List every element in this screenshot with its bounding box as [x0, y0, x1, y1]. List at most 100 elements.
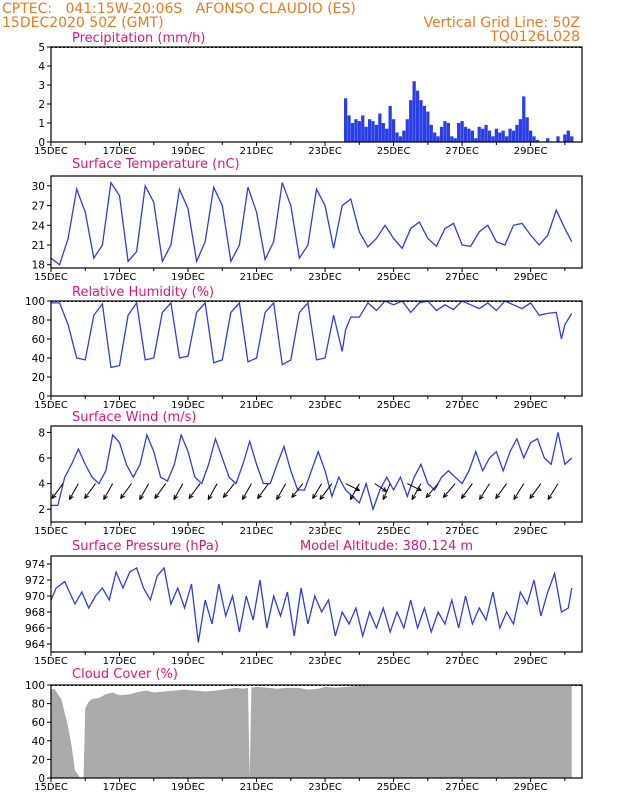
precip-bar: [470, 130, 475, 142]
wind-vector-head: [188, 493, 194, 500]
precip-bar: [347, 115, 351, 142]
precip-bar: [511, 130, 516, 142]
precip-bar: [570, 136, 574, 142]
precip-bar: [415, 90, 420, 142]
wind-vector: [345, 483, 360, 492]
y-tick-label: 972: [25, 575, 45, 587]
precip-bar: [484, 124, 488, 142]
panel-frame: [50, 684, 583, 779]
y-tick-label: 2: [38, 99, 45, 111]
precip-bar: [429, 124, 433, 142]
panel-humidity: Relative Humidity (%) 0 20 40 60 80 100 15DEC 17…: [25, 285, 583, 411]
x-tick-label: 23DEC: [308, 526, 342, 537]
x-tick-label: 19DEC: [171, 272, 205, 283]
panel-temperature: Surface Temperature (nC) 18 21 24 27 30 15DEC 1…: [32, 157, 583, 283]
wind-vector: [207, 483, 218, 500]
wind-vector: [382, 483, 391, 500]
wind-vector-head: [349, 494, 355, 500]
precip-bar: [556, 136, 560, 142]
wind-vector: [241, 483, 252, 500]
y-tick-label: 40: [32, 736, 45, 748]
wind-vector: [349, 483, 360, 500]
precip-bar: [385, 128, 389, 142]
y-tick-label: 20: [32, 372, 45, 384]
precip-bar: [402, 130, 406, 142]
precip-bar: [398, 136, 403, 142]
x-tick-label: 29DEC: [514, 782, 548, 793]
x-tick-label: 17DEC: [103, 146, 137, 157]
x-tick-label: 17DEC: [103, 526, 137, 537]
precip-bar: [460, 121, 464, 142]
precip-bar: [467, 128, 471, 142]
x-tick-label: 27DEC: [445, 400, 479, 411]
wind-vector-head: [382, 494, 388, 500]
precip-bar: [525, 117, 529, 142]
x-tick-label: 25DEC: [377, 782, 411, 793]
x-tick-label: 21DEC: [240, 146, 274, 157]
wind-vector: [529, 483, 542, 499]
x-tick-label: 21DEC: [240, 400, 274, 411]
y-tick-label: 24: [32, 220, 46, 232]
x-tick-label: 15DEC: [34, 656, 68, 667]
header-station: CPTEC: 041:15W-20:06S AFONSO CLAUDIO (ES…: [2, 1, 356, 17]
panel-wind: Surface Wind (m/s) 2 4 6 8 15DEC 17DEC 19DEC 21D…: [34, 410, 583, 537]
precip-bar: [439, 126, 444, 142]
x-tick-label: 23DEC: [308, 146, 342, 157]
x-tick-label: 27DEC: [445, 526, 479, 537]
wind-vector-head: [276, 494, 281, 500]
y-tick-label: 0: [38, 391, 45, 403]
x-tick-label: 21DEC: [240, 782, 274, 793]
wind-vector: [154, 483, 167, 499]
precip-bar: [364, 126, 368, 142]
y-tick-label: 968: [25, 607, 45, 619]
x-tick-label: 27DEC: [445, 272, 479, 283]
wind-vector-head: [222, 492, 228, 499]
panel-frame: [50, 425, 583, 523]
y-tick-label: 60: [32, 717, 45, 729]
wind-vector: [257, 483, 269, 499]
panel-frame: [50, 555, 583, 653]
x-tick-label: 19DEC: [171, 782, 205, 793]
panel-title-temperature: Surface Temperature (nC): [72, 157, 240, 172]
x-tick-label: 15DEC: [34, 782, 68, 793]
wind-vector-head: [51, 493, 57, 500]
wind-vector-head: [139, 494, 144, 500]
wind-vector-head: [442, 492, 448, 499]
x-tick-label: 25DEC: [377, 400, 411, 411]
wind-vector-head: [207, 494, 213, 500]
precip-bar: [463, 126, 468, 142]
precip-bar: [361, 115, 365, 142]
panel-title-wind: Surface Wind (m/s): [72, 410, 196, 425]
x-tick-label: 27DEC: [445, 656, 479, 667]
precip-bar: [391, 119, 396, 142]
y-tick-label: 2: [38, 504, 45, 516]
wind-vector: [513, 483, 525, 500]
x-tick-label: 15DEC: [34, 272, 68, 283]
wind-vector-head: [460, 493, 466, 500]
series-line-temperature: [50, 180, 573, 266]
wind-vector: [139, 483, 150, 500]
precip-bar: [481, 128, 485, 142]
precip-bar: [409, 100, 413, 142]
precip-bar: [474, 138, 478, 142]
precip-bar: [446, 123, 451, 142]
precip-bar: [566, 130, 570, 142]
precip-bar: [343, 98, 348, 142]
series-line-humidity: [51, 300, 573, 369]
y-tick-label: 4: [38, 61, 45, 73]
precip-bar: [518, 119, 522, 142]
y-tick-label: 0: [38, 137, 45, 149]
wind-vector: [411, 483, 422, 500]
precip-bar: [515, 124, 519, 142]
precip-bar: [357, 121, 361, 142]
panel-annotation-pressure: Model Altitude: 380.124 m: [300, 539, 473, 554]
y-tick-label: 6: [38, 453, 45, 465]
wind-vector-head: [257, 493, 263, 500]
header-grid-line: Vertical Grid Line: 50Z: [424, 15, 580, 31]
x-tick-label: 29DEC: [514, 656, 548, 667]
wind-vector-head: [68, 494, 74, 500]
precip-bar: [546, 138, 550, 142]
panel-title-cloud: Cloud Cover (%): [72, 667, 178, 682]
wind-vector-head: [173, 494, 179, 500]
